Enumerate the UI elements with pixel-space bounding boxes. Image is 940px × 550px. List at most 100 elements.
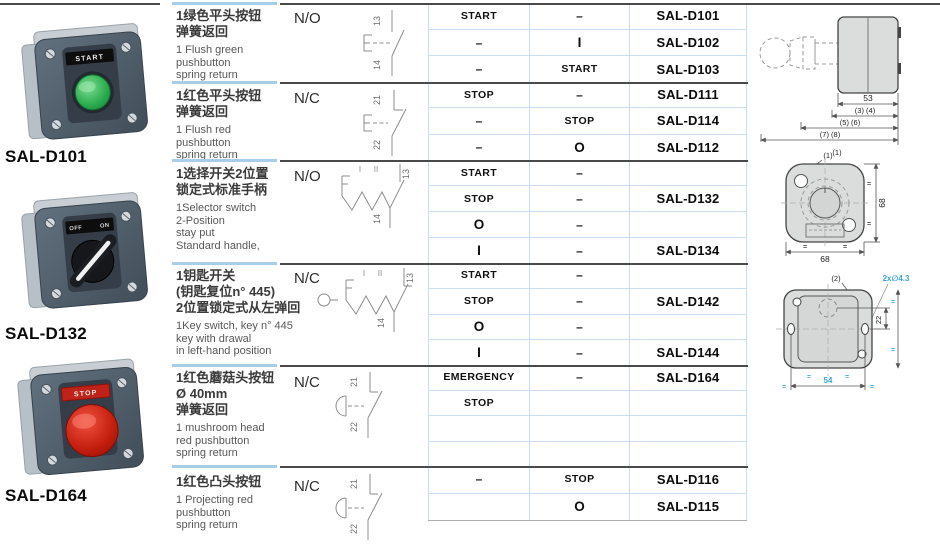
table-section: STOP – SAL-D111 – STOP SAL-D114 – O SAL-D112 (429, 82, 746, 160)
terminal-number: 13 (372, 16, 382, 26)
description-en-line: pushbutton (176, 506, 231, 519)
equal-mark-blue: = (891, 347, 895, 354)
model-number: SAL-D142 (656, 293, 720, 309)
model-cell (629, 263, 746, 288)
table-section: – STOP SAL-D116 O SAL-D115 (429, 466, 746, 520)
model-cell: SAL-D116 (629, 466, 746, 493)
description-en-line: Standard handle, (176, 239, 260, 252)
description-en-line: 1 Flush green (176, 44, 244, 56)
dim-height-68: 68 (877, 198, 887, 208)
model-number: SAL-D103 (656, 61, 720, 77)
equal-mark-blue: = (807, 374, 811, 381)
marking-text: I (577, 35, 582, 50)
section-divider-blue (172, 262, 277, 265)
marking-cell: START (429, 263, 529, 288)
screw-slots (42, 379, 132, 464)
marking-text: – (576, 87, 583, 102)
marking-text: – (475, 62, 483, 77)
model-cell (629, 441, 746, 466)
callout-1: (1) (823, 151, 833, 160)
marking-cell: – (529, 186, 629, 211)
marking-text: – (576, 294, 583, 309)
centerlines (781, 159, 869, 248)
marking-cell: – (529, 263, 629, 288)
description-zh-line: 2位置锁定式从左弹回 (176, 300, 301, 315)
table-row: – STOP SAL-D116 (429, 466, 746, 493)
model-number: SAL-D102 (656, 35, 720, 50)
model-cell: SAL-D132 (629, 186, 746, 211)
table-row (429, 415, 746, 441)
marking-text: O (574, 139, 585, 155)
hole-note-leader (869, 283, 889, 323)
terminal-number: 14 (376, 318, 386, 328)
legend-plate (65, 217, 115, 235)
mushroom-actuator-icon (335, 497, 347, 519)
equal-mark-blue: = (782, 384, 786, 391)
marking-text: – (576, 8, 583, 23)
product-photo-green-pushbutton-station: START (21, 23, 148, 140)
terminal-number: 13 (405, 273, 415, 283)
mounting-holes (787, 297, 869, 359)
product-model-label: SAL-D101 (5, 147, 87, 166)
marking-cell (429, 416, 529, 441)
description-zh-line: 弹簧返回 (176, 402, 229, 417)
section-divider (280, 263, 748, 265)
screw-slots (46, 213, 136, 297)
cover-screw (842, 218, 856, 232)
terminal-number: 22 (372, 140, 382, 150)
table-row: START – SAL-D101 (429, 3, 746, 29)
model-cell: SAL-D112 (629, 134, 746, 160)
description-selector-switch: 1选择开关2位置 锁定式标准手柄 1Selector switch 2-Posi… (176, 166, 326, 252)
terminal-number: 13 (401, 169, 411, 179)
model-cell (629, 416, 746, 441)
contact-type-label: N/C (294, 90, 320, 107)
marking-text: START (460, 166, 498, 179)
marking-text: – (576, 319, 583, 334)
dim-53: 53 (863, 93, 873, 103)
marking-cell: – (529, 82, 629, 108)
marking-cell (529, 390, 629, 415)
model-number: SAL-D115 (656, 499, 720, 515)
description-zh-line: 1选择开关2位置 (176, 166, 269, 181)
callout-2: (2) (831, 274, 841, 283)
dim-refs-78: (7) (8) (820, 130, 841, 139)
terminal-number: 22 (349, 422, 359, 432)
section-divider (280, 82, 748, 84)
top-rule-left (0, 3, 160, 5)
terminal-number: 21 (372, 95, 382, 105)
screw-slots (46, 44, 136, 128)
marking-cell: STOP (429, 186, 529, 211)
table-section: START – STOP – SAL-D142 O – I – SAL-D144 (429, 263, 746, 365)
description-en-line: spring return (176, 149, 238, 161)
legend-off-text: OFF (69, 225, 82, 232)
description-en-line: spring return (176, 69, 238, 81)
description-en-line: 1 mushroom head (176, 422, 265, 434)
button-highlight (72, 413, 97, 429)
nc-contact-diagram: 21 22 (363, 90, 407, 156)
back-view-drawing: (2) 2x∅4.3 22 = = 54 = = = = (776, 274, 910, 391)
dimension-lines (785, 163, 880, 256)
product-model-label: SAL-D164 (5, 486, 87, 505)
dim-width-68: 68 (820, 254, 830, 264)
table-section: START – SAL-D101 – I SAL-D102 – START SAL-D103 (429, 3, 746, 83)
marking-cell: STOP (429, 391, 529, 416)
equal-mark-blue: = (870, 384, 874, 391)
marking-text: O (574, 499, 585, 515)
mushroom-nc-contact-diagram: 21 22 (335, 372, 383, 438)
model-number: SAL-D101 (656, 8, 720, 24)
pushbutton-actuator-icon (363, 114, 372, 132)
marking-text: – (475, 140, 483, 155)
red-mushroom-button (65, 404, 119, 458)
table-row: START – (429, 263, 746, 288)
model-cell (629, 390, 746, 415)
marking-text: I (477, 345, 481, 361)
marking-cell: – (529, 365, 629, 390)
section-divider (280, 365, 748, 367)
description-en-line: key with drawal (176, 332, 252, 345)
marking-cell: START (429, 3, 529, 29)
legend-plate (65, 48, 115, 66)
marking-text: I (477, 243, 481, 258)
marking-text: EMERGENCY (443, 371, 515, 384)
description-en-line: pushbutton (176, 136, 231, 149)
